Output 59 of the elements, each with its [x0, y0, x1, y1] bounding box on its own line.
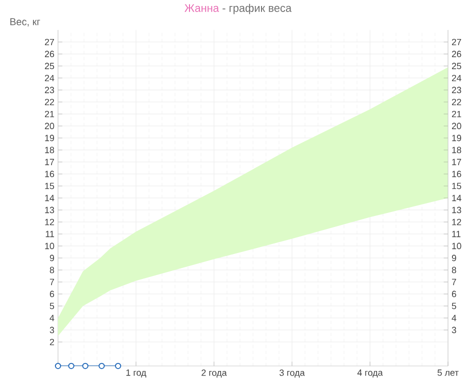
y2-tick-label: 10 — [452, 242, 462, 250]
y-tick-label: 18 — [45, 146, 54, 154]
y-tick-label: 7 — [50, 278, 54, 286]
chart-subtitle: - график веса — [222, 4, 292, 14]
y-tick-label: 4 — [50, 314, 54, 322]
y2-tick-label: 3 — [452, 326, 456, 334]
y2-tick-label: 9 — [452, 254, 456, 262]
x-tick-label: 1 год — [126, 370, 146, 378]
y-tick-label: 17 — [45, 158, 54, 166]
y-tick-label: 5 — [50, 302, 54, 310]
y-tick-label: 27 — [44, 38, 54, 46]
y-tick-label: 12 — [45, 218, 54, 226]
y-axis-title: Вес, кг — [10, 18, 40, 26]
y2-tick-label: 21 — [452, 110, 462, 118]
y2-tick-label: 8 — [452, 266, 456, 274]
y-tick-label: 16 — [45, 170, 54, 178]
y2-tick-label: 19 — [452, 134, 462, 142]
y2-tick-label: 7 — [452, 278, 456, 286]
y2-tick-label: 27 — [452, 38, 462, 46]
y-tick-label: 9 — [50, 254, 54, 262]
y-tick-label: 20 — [44, 122, 54, 130]
y-tick-label: 11 — [46, 230, 54, 238]
y2-tick-label: 14 — [452, 194, 462, 202]
x-tick-label: 4 года — [357, 370, 383, 378]
y2-tick-label: 12 — [452, 218, 462, 226]
y2-tick-label: 24 — [452, 74, 462, 82]
y-tick-label: 3 — [50, 326, 54, 334]
y2-tick-label: 16 — [452, 170, 462, 178]
y-tick-label: 14 — [45, 194, 54, 202]
y-tick-label: 22 — [44, 98, 54, 106]
y-tick-label: 21 — [44, 110, 54, 118]
y2-tick-label: 11 — [452, 230, 460, 238]
y-tick-label: 24 — [44, 74, 54, 82]
y2-tick-label: 20 — [452, 122, 462, 130]
y-tick-label: 19 — [45, 134, 54, 142]
y-tick-label: 13 — [45, 206, 54, 214]
y-tick-label: 6 — [50, 290, 54, 298]
y2-tick-label: 22 — [452, 98, 462, 106]
y2-tick-label: 15 — [452, 182, 462, 190]
y2-tick-label: 18 — [452, 146, 462, 154]
x-tick-label: 3 года — [280, 370, 305, 378]
y-tick-label: 25 — [44, 62, 54, 70]
y2-tick-label: 4 — [452, 314, 456, 322]
y2-tick-label: 25 — [452, 62, 462, 70]
x-tick-label: 5 лет — [438, 370, 459, 376]
y2-tick-label: 17 — [452, 158, 462, 166]
y-tick-label: 8 — [50, 266, 54, 274]
y-tick-label: 10 — [45, 242, 54, 250]
y-tick-label: 2 — [50, 338, 54, 346]
y2-tick-label: 5 — [452, 302, 456, 310]
y2-tick-label: 6 — [452, 290, 456, 298]
y-tick-label: 23 — [44, 86, 54, 94]
y-tick-label: 15 — [45, 182, 54, 190]
y2-tick-label: 26 — [452, 50, 462, 58]
y2-tick-label: 13 — [452, 206, 462, 214]
y-tick-label: 26 — [44, 50, 54, 58]
chart-title: Жанна — [184, 4, 220, 12]
x-tick-label: 2 года — [202, 370, 227, 378]
y2-tick-label: 23 — [452, 86, 462, 94]
